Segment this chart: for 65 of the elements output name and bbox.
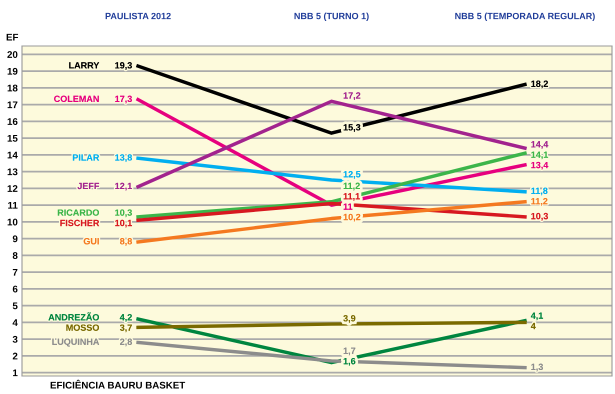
text: LARRY — [69, 62, 100, 68]
y-tick-label: 5 — [12, 302, 18, 310]
data-label: 4,1 — [530, 312, 544, 320]
data-label: 1,3 — [531, 364, 543, 372]
data-label: 10,2 — [344, 214, 360, 222]
text: MOSSO — [66, 324, 99, 331]
y-tick-label: 1 — [13, 369, 18, 376]
data-label: 10,3 — [115, 209, 132, 218]
data-label: 11,2 — [344, 182, 360, 190]
x-tick-label: NBB 5 (TEMPORADA REGULAR) — [455, 12, 595, 21]
text: RICARDO — [58, 209, 99, 216]
data-label: 11 — [344, 204, 352, 210]
y-tick-label: 19 — [8, 68, 18, 75]
data-label: 14,4 — [531, 141, 548, 149]
x-tick-label: PAULISTA 2012 — [106, 12, 171, 20]
y-tick-label: 11 — [8, 202, 18, 209]
data-label: 18,2 — [531, 80, 548, 88]
data-label: 19,3 — [115, 62, 132, 70]
data-label: 11,2 — [531, 198, 548, 206]
data-label: 3,9 — [343, 315, 356, 323]
y-tick-label: 13 — [8, 168, 18, 176]
data-label: 10,3 — [531, 212, 548, 221]
data-label: 11,8 — [531, 188, 548, 196]
y-tick-label: 2 — [12, 352, 18, 360]
y-tick-label: 16 — [8, 118, 18, 125]
data-label: 17,3 — [115, 96, 132, 104]
y-tick-label: 17 — [8, 101, 18, 108]
data-label: 4,2 — [120, 314, 132, 322]
y-tick-label: 15 — [8, 134, 18, 142]
data-label: 2,8 — [120, 338, 132, 346]
text: PILAR — [72, 154, 100, 161]
y-tick-label: 12 — [8, 185, 18, 192]
data-label: 15,3 — [344, 124, 360, 132]
data-label: 4 — [530, 322, 536, 330]
data-label: 11,1 — [344, 193, 360, 201]
data-label: 10,1 — [115, 220, 132, 228]
y-tick-label: 8 — [12, 252, 18, 260]
y-tick-label: 7 — [12, 268, 18, 276]
y-tick-label: 14 — [8, 152, 18, 158]
y-tick-label: 9 — [12, 235, 18, 242]
y-tick-label: 4 — [12, 319, 18, 326]
y-tick-label: 20 — [7, 51, 18, 58]
data-label: 13,4 — [531, 162, 548, 170]
data-label: 12,5 — [344, 171, 360, 179]
data-label: 17,2 — [344, 92, 360, 100]
text: LUQUINHA — [52, 338, 100, 347]
data-label: 1,7 — [344, 348, 356, 356]
text: EFICIÊNCIA BAURU BASKET — [50, 380, 186, 389]
x-tick-label: NBB 5 (TURNO 1) — [294, 12, 369, 21]
data-label: 3,7 — [120, 324, 132, 332]
y-tick-label: 3 — [12, 336, 18, 343]
text: JEFF — [77, 182, 100, 190]
data-label: 8,8 — [120, 238, 132, 246]
data-label: 13,8 — [115, 154, 132, 162]
data-label: 12,1 — [115, 182, 132, 190]
text: GUI — [84, 238, 99, 244]
text: ANDREZÃO — [48, 312, 99, 320]
text: FISCHER — [60, 220, 100, 226]
y-tick-label: 18 — [8, 84, 18, 92]
data-label: 1,6 — [344, 358, 356, 366]
text: COLEMAN — [54, 96, 99, 102]
y-axis-title: EF — [6, 34, 18, 41]
data-label: 14,1 — [531, 152, 548, 160]
y-tick-label: 10 — [8, 218, 18, 226]
y-tick-label: 6 — [12, 286, 18, 293]
